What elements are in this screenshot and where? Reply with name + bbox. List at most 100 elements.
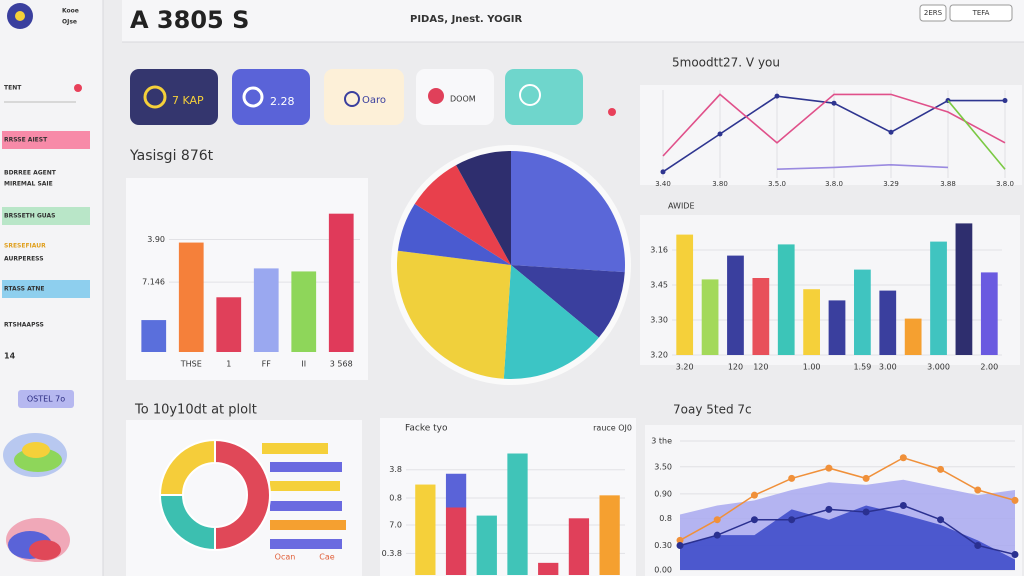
sidebar-highlight: [2, 280, 90, 298]
x-tick-label: 3.8.0: [825, 180, 843, 188]
sidebar-item[interactable]: BDRREE AGENT: [4, 170, 57, 177]
chart-title: Yasisgi 876t: [129, 148, 214, 164]
bar: [854, 269, 871, 355]
bar: [727, 255, 744, 355]
sidebar-item[interactable]: RTSHAAPSS: [4, 322, 44, 329]
point: [825, 505, 833, 513]
sidebar-highlight: [2, 207, 90, 225]
card[interactable]: [505, 69, 583, 125]
x-tick-label: FF: [262, 360, 272, 369]
sidebar-item[interactable]: MIREMAL SAIE: [4, 181, 53, 188]
y-tick-label: 3.30: [650, 316, 668, 325]
bar: [752, 278, 770, 355]
x-tick-label: 2.00: [980, 363, 998, 372]
header-text: PIDAS, Jnest. YOGIR: [410, 14, 523, 25]
point: [750, 516, 758, 524]
y-tick-label: 0.90: [654, 489, 672, 498]
sidebar-item[interactable]: 14: [4, 352, 16, 361]
y-tick-label: 7.0: [389, 521, 402, 530]
legend-label: Ocan: [275, 553, 296, 562]
icon: [29, 540, 61, 560]
header-button[interactable]: [949, 4, 1013, 22]
pie-slice: [456, 151, 511, 265]
bar: [328, 213, 354, 352]
point: [788, 516, 796, 524]
x-tick-label: 3.8.0: [996, 180, 1014, 188]
bar: [955, 223, 973, 355]
x-tick-label: 3.5.0: [768, 180, 786, 188]
point: [899, 502, 907, 509]
card[interactable]: [416, 69, 494, 125]
chart-title: AWIDE: [668, 202, 695, 211]
x-tick-label: 3.00: [879, 363, 897, 372]
panel: [126, 178, 368, 380]
point: [825, 464, 833, 472]
bar: [568, 518, 590, 575]
legend-bar: [270, 520, 346, 530]
sidebar-item[interactable]: RRSSE AIEST: [4, 137, 48, 144]
pie-slice: [414, 165, 511, 265]
sidebar-button[interactable]: [18, 390, 74, 408]
point: [831, 100, 837, 106]
card[interactable]: [232, 69, 310, 125]
card-label[interactable]: DOOM: [450, 95, 476, 104]
sidebar-item[interactable]: TENT: [4, 85, 22, 92]
bar: [507, 453, 528, 575]
bar: [538, 562, 559, 575]
sidebar-item[interactable]: BRSSETH GUAS: [4, 213, 55, 220]
bar: [178, 242, 204, 352]
point: [788, 474, 796, 482]
x-tick-label: 1.00: [803, 363, 821, 372]
legend-bar: [270, 481, 340, 491]
x-tick-label: 3.40: [655, 180, 671, 188]
point: [676, 541, 684, 549]
bar: [980, 272, 998, 355]
x-tick-label: 3.88: [940, 180, 956, 188]
card-label[interactable]: 2.28: [270, 95, 295, 108]
y-tick-label: 0.8: [659, 514, 672, 523]
logo-subtitle: OJse: [62, 19, 77, 26]
y-tick-label: 3.45: [650, 281, 668, 290]
sidebar-highlight: [2, 131, 90, 149]
sidebar-item[interactable]: SRESEFIAUR: [4, 243, 46, 250]
app-title: A 3805 S: [130, 6, 249, 34]
sidebar-item[interactable]: RTASS ATNE: [4, 286, 44, 293]
line: [679, 456, 1016, 541]
y-tick-label: 0.3.8: [382, 549, 402, 558]
x-tick-label: 120: [753, 363, 768, 372]
bar: [445, 507, 467, 575]
legend-bar: [270, 539, 342, 549]
header-button-label[interactable]: 2ERS: [924, 9, 943, 17]
card-label[interactable]: Oaro: [362, 95, 386, 106]
point: [899, 454, 907, 462]
point: [974, 541, 982, 549]
logo-dot: [15, 11, 25, 21]
card[interactable]: [324, 69, 404, 125]
bar: [415, 484, 436, 575]
x-tick-label: 3.80: [712, 180, 728, 188]
status-dot: [74, 84, 82, 92]
point: [713, 516, 721, 524]
card[interactable]: [130, 69, 218, 125]
point: [1011, 551, 1019, 559]
logo-title: Kooe: [62, 8, 79, 15]
header-button[interactable]: [919, 4, 947, 22]
sidebar-item[interactable]: AURPERESS: [4, 256, 44, 263]
point: [862, 508, 870, 516]
header-button-label[interactable]: TEFA: [972, 9, 990, 17]
y-tick-label: 7.146: [142, 278, 165, 287]
card-label[interactable]: 7 KAP: [172, 94, 204, 107]
chart-subtitle: rauce OJ0: [593, 424, 632, 433]
sidebar-button-label[interactable]: OSTEL 7o: [27, 395, 65, 404]
header: [122, 0, 1024, 42]
point: [937, 516, 945, 524]
bar: [476, 515, 497, 575]
x-tick-label: 3 568: [330, 360, 353, 369]
line: [679, 504, 1016, 556]
pie-slice: [503, 265, 599, 379]
point: [862, 474, 870, 482]
x-tick-label: 3.000: [927, 363, 950, 372]
x-tick-label: 3.20: [676, 363, 694, 372]
bar: [701, 279, 719, 355]
